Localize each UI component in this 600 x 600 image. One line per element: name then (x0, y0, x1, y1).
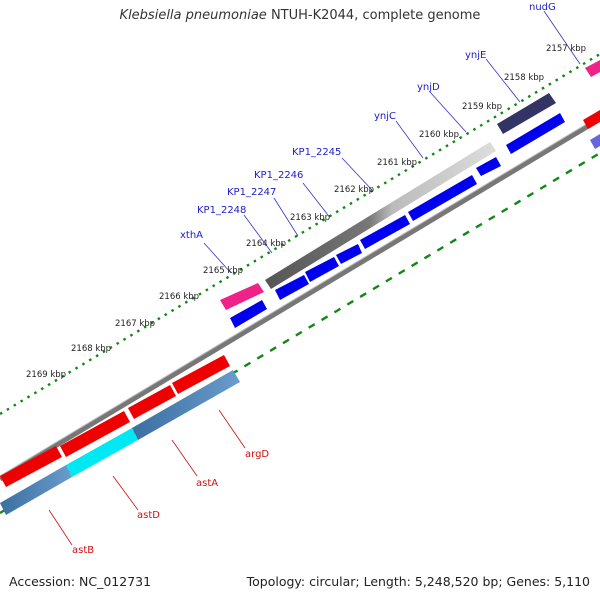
gene-label-KP1_2248[interactable]: KP1_2248 (197, 205, 246, 216)
gene-label-KP1_2247[interactable]: KP1_2247 (227, 187, 276, 198)
tick-label-2161: 2161 kbp (377, 158, 417, 168)
cds-rev-astA[interactable] (128, 385, 176, 419)
cds-arrow-9[interactable] (590, 134, 600, 149)
gene-label-ynjE[interactable]: ynjE (465, 50, 486, 61)
gene-label-argD[interactable]: argD (245, 449, 269, 460)
tick-label-2164: 2164 kbp (246, 239, 286, 249)
gene-block-pink-nudG[interactable] (585, 60, 600, 77)
forward-feature-track (220, 60, 600, 310)
gene-label-ynjD[interactable]: ynjD (417, 82, 440, 93)
gene-label-KP1_2246[interactable]: KP1_2246 (254, 170, 303, 181)
cds-arrow-7[interactable] (476, 157, 501, 176)
tick-label-2169: 2169 kbp (26, 370, 66, 380)
reverse-leaders (48, 409, 246, 546)
cds-rev-astB[interactable] (0, 446, 62, 487)
cds-arrow-2[interactable] (275, 275, 309, 300)
tick-label-2168: 2168 kbp (71, 344, 111, 354)
cds-arrow-3[interactable] (305, 257, 339, 282)
cds-arrow-5[interactable] (360, 215, 410, 249)
gene-label-KP1_2245[interactable]: KP1_2245 (292, 147, 341, 158)
gene-label-astB[interactable]: astB (72, 545, 94, 556)
cds-rev-astD[interactable] (60, 411, 130, 457)
map-title: Klebsiella pneumoniae NTUH-K2044, comple… (0, 8, 600, 23)
cds-arrow-4[interactable] (336, 244, 362, 264)
gene-label-astD[interactable]: astD (137, 510, 160, 521)
cyan-block[interactable] (66, 428, 138, 477)
gene-block-dark-ynjE[interactable] (497, 93, 556, 134)
scale-tick-labels: 2157 kbp 2158 kbp 2159 kbp 2160 kbp 2161… (26, 44, 586, 380)
forward-leaders (203, 10, 581, 274)
reverse-steel-track (0, 370, 240, 515)
tick-label-2160: 2160 kbp (419, 130, 459, 140)
steel-block-2[interactable] (0, 465, 72, 515)
cds-arrow-10[interactable] (583, 110, 600, 129)
backbone-track (0, 115, 600, 482)
outer-tick-ring (0, 52, 600, 416)
map-title-strain: NTUH-K2044, complete genome (266, 8, 481, 23)
cds-arrow-6[interactable] (408, 175, 477, 221)
tick-label-2165: 2165 kbp (203, 266, 243, 276)
forward-cds-arrows (230, 110, 600, 328)
gene-block-gray[interactable] (265, 142, 496, 289)
cds-arrow-1[interactable] (230, 300, 267, 328)
tick-label-2157: 2157 kbp (546, 44, 586, 54)
gene-block-pink-xthA[interactable] (220, 283, 264, 310)
gene-label-nudG[interactable]: nudG (529, 2, 556, 13)
gene-label-ynjC[interactable]: ynjC (374, 111, 396, 122)
tick-label-2158: 2158 kbp (504, 73, 544, 83)
gene-label-xthA[interactable]: xthA (180, 230, 203, 241)
cds-rev-argD[interactable] (172, 355, 230, 394)
tick-label-2159: 2159 kbp (462, 102, 502, 112)
steel-block-1[interactable] (132, 370, 240, 440)
cds-arrow-8[interactable] (506, 113, 565, 154)
reverse-cds-arrows (0, 355, 230, 487)
accession-text: Accession: NC_012731 (9, 574, 152, 589)
tick-label-2162: 2162 kbp (334, 185, 374, 195)
tick-label-2163: 2163 kbp (290, 213, 330, 223)
inner-tick-ring (0, 151, 600, 515)
map-title-species: Klebsiella pneumoniae (119, 8, 267, 23)
reverse-gene-labels: argD astA astD astB (72, 449, 269, 556)
topology-text: Topology: circular; Length: 5,248,520 bp… (246, 574, 590, 589)
gene-label-astA[interactable]: astA (196, 478, 218, 489)
tick-label-2166: 2166 kbp (159, 292, 199, 302)
forward-gene-labels: nudG ynjE ynjD ynjC KP1_2245 KP1_2246 KP… (180, 2, 556, 241)
tick-label-2167: 2167 kbp (115, 319, 155, 329)
